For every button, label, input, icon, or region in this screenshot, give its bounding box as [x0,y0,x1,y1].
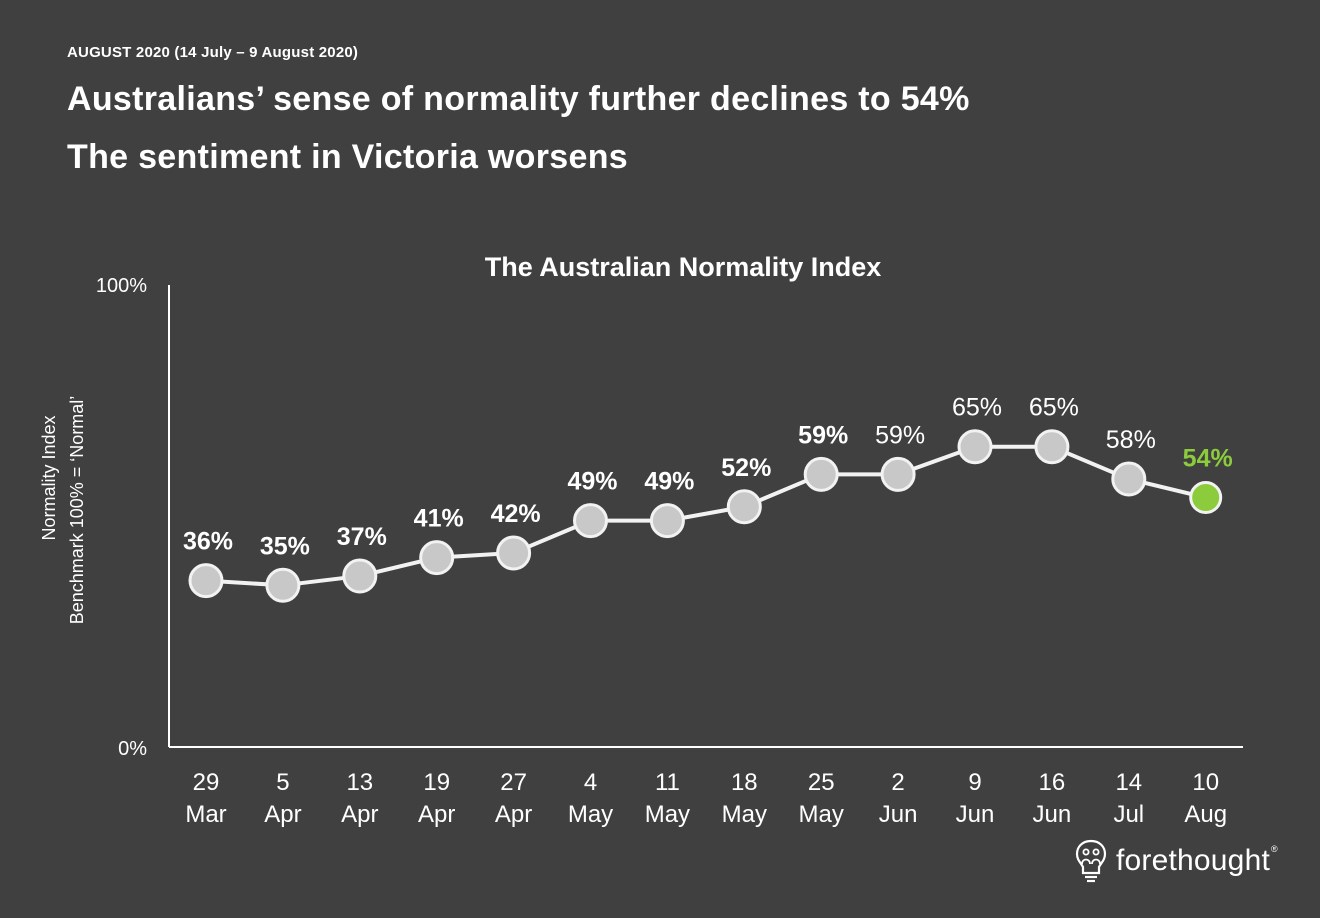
data-point [265,567,301,603]
x-tick-label-day: 10 [1192,769,1219,796]
x-tick-label-day: 25 [808,769,835,796]
x-tick-label-day: 18 [731,769,758,796]
x-tick-label-month: Aug [1184,801,1227,828]
x-tick-label-month: Apr [341,801,378,828]
data-point [573,503,608,539]
data-label: 41% [414,505,464,533]
x-tick-label-month: Apr [264,801,301,828]
x-tick-label-month: May [799,801,844,828]
data-label: 59% [798,421,848,449]
x-tick-label-day: 16 [1039,769,1066,796]
data-point [1111,461,1147,497]
data-label: 59% [875,421,925,449]
x-tick-label-day: 9 [968,769,981,796]
data-point [342,558,378,594]
y-tick-label-bottom: 0% [118,738,147,760]
data-label: 36% [183,528,233,556]
brand-name: forethought® [1116,844,1278,877]
data-label: 37% [337,523,387,551]
data-label: 54% [1183,445,1233,473]
y-tick-label-top: 100% [96,275,147,297]
x-tick-label-month: Apr [495,801,532,828]
data-point [726,489,762,525]
x-tick-label-day: 2 [891,769,904,796]
y-axis-title-line1: Normality Index [39,415,59,540]
x-tick-label-month: May [568,801,613,828]
registered-mark: ® [1271,844,1278,854]
data-point-highlight [1189,481,1223,515]
data-point [1034,429,1070,465]
lightbulb-people-icon [1075,839,1107,883]
x-tick-label-month: Jun [879,801,918,828]
data-label: 52% [721,454,771,482]
data-point [803,456,839,492]
data-point [880,456,916,492]
x-tick-label-day: 29 [193,769,220,796]
x-tick-label-day: 11 [655,769,680,796]
data-point [419,540,455,576]
data-point [649,503,685,539]
x-tick-label-month: Mar [185,801,226,828]
x-tick-label-month: May [645,801,690,828]
data-point [957,429,993,465]
x-tick-label-month: Apr [418,801,455,828]
forethought-logo: forethought® [1074,838,1278,884]
headline-secondary: The sentiment in Victoria worsens [67,138,628,176]
headline-primary: Australians’ sense of normality further … [67,80,970,118]
x-tick-label-day: 27 [500,769,527,796]
data-point [496,535,532,571]
data-label: 42% [491,500,541,528]
data-label: 49% [567,468,617,496]
x-tick-label-day: 14 [1115,769,1142,796]
x-tick-label-month: Jun [956,801,995,828]
x-tick-label-day: 13 [346,769,373,796]
y-axis-title-line2: Benchmark 100% = ‘Normal’ [67,396,87,625]
data-label: 58% [1106,426,1156,454]
data-label: 65% [1029,394,1079,422]
data-label: 65% [952,394,1002,422]
data-point [188,563,224,599]
x-tick-label-day: 19 [423,769,450,796]
data-label: 35% [260,532,310,560]
data-label: 49% [644,468,694,496]
report-period: AUGUST 2020 (14 July – 9 August 2020) [67,44,359,61]
x-tick-label-day: 5 [276,769,289,796]
x-tick-label-month: Jun [1033,801,1072,828]
x-tick-label-month: May [722,801,767,828]
x-tick-label-month: Jul [1113,801,1144,828]
chart-title: The Australian Normality Index [485,252,882,282]
x-tick-label-day: 4 [584,769,597,796]
